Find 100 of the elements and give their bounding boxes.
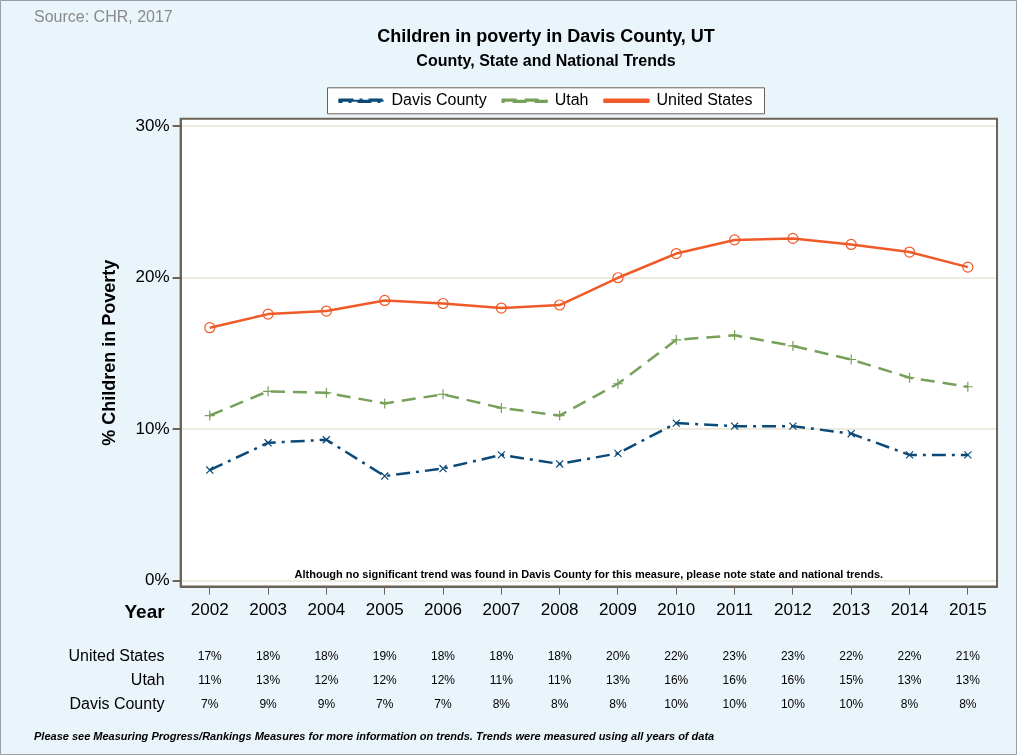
data-label: 7% [376,697,394,712]
point [963,450,972,460]
data-label: 10% [722,697,747,712]
point [613,449,623,458]
point [437,388,449,400]
x-tick-label: 2005 [365,600,404,620]
annotation: Although no significant trend was found in Davis County for this measure, please note state and national trends. [294,568,884,581]
x-tick-label: 2007 [482,600,521,620]
data-label: 16% [664,673,689,688]
data-label: 22% [839,649,864,664]
data-label: 8% [900,697,919,712]
data-label: 18% [489,649,514,664]
point [787,340,799,352]
point [495,402,507,414]
x-tick-label: 2010 [657,600,696,620]
point [555,459,564,469]
data-label: 8% [550,697,569,712]
point [728,234,741,246]
legend-label: Utah [554,91,589,109]
data-label: 18% [547,649,572,664]
point [437,297,449,310]
x-tick-label: 2002 [190,600,229,620]
point [787,232,799,244]
data-label: 20% [605,649,631,664]
data-label: 10% [839,697,864,712]
data-label: 18% [431,649,456,664]
y-tick-label: 10% [135,418,170,438]
y-axis-title: % Children in Poverty [98,259,119,446]
data-label: 12% [372,673,398,688]
point [262,308,274,320]
point [672,418,681,428]
x-tick-label: 2004 [307,600,346,620]
point [554,409,566,422]
y-tick-label: 30% [135,116,170,136]
point [495,302,507,314]
data-label: 12% [314,673,339,688]
legend-label: Davis County [391,91,487,109]
point [730,421,739,431]
point [905,450,914,460]
point [322,435,331,444]
data-label: 13% [256,673,281,688]
x-tick-label: 2014 [890,600,929,620]
data-label: 16% [780,673,806,688]
x-tick-label: 2009 [599,600,637,620]
data-label: 8% [959,697,977,712]
text: United States [68,647,165,665]
data-label: 18% [256,649,281,664]
y-tick-label: 20% [135,267,170,287]
x-tick-label: 2012 [773,600,812,620]
data-label: 11% [489,673,514,688]
x-tick-label: 2008 [540,600,579,620]
point [612,378,624,390]
point [962,261,974,273]
data-label: 22% [897,649,922,664]
point [903,372,916,384]
point [670,247,682,260]
source-note: Source: CHR, 2017 [34,8,173,26]
x-axis-title: Year [124,600,166,622]
data-label: 19% [372,649,398,664]
data-label: 16% [722,673,747,688]
point [204,409,216,422]
point [554,299,566,311]
point [204,322,216,334]
data-label: 8% [609,697,627,712]
data-label: 23% [780,649,806,664]
data-label: 17% [197,649,223,664]
point [205,465,214,475]
point [845,238,857,251]
data-label: 13% [955,673,981,688]
data-label: 13% [605,673,631,688]
point [262,385,274,397]
x-tick-label: 2003 [249,600,288,620]
data-label: 7% [201,697,219,712]
point [612,272,624,284]
data-label: 11% [198,673,222,688]
data-label: 10% [780,697,806,712]
data-label: 15% [839,673,864,688]
point [903,246,916,258]
data-label: 22% [664,649,689,664]
chart-subtitle: County, State and National Trends [416,51,676,69]
point [380,471,389,481]
data-label: 9% [317,697,336,712]
data-label: 23% [722,649,747,664]
point [670,334,682,346]
point [497,450,506,460]
text: Utah [130,671,165,689]
data-label: 21% [955,649,981,664]
x-tick-label: 2015 [948,600,987,620]
x-tick-label: 2013 [832,600,871,620]
point [379,294,391,307]
point [788,421,798,431]
point [728,329,741,341]
point [438,464,448,473]
data-label: 10% [664,697,689,712]
x-tick-label: 2006 [424,600,462,620]
legend-label: United States [656,91,753,109]
data-label: 13% [897,673,922,688]
data-label: 18% [314,649,339,664]
data-label: 7% [434,697,453,712]
data-label: 8% [492,697,511,712]
